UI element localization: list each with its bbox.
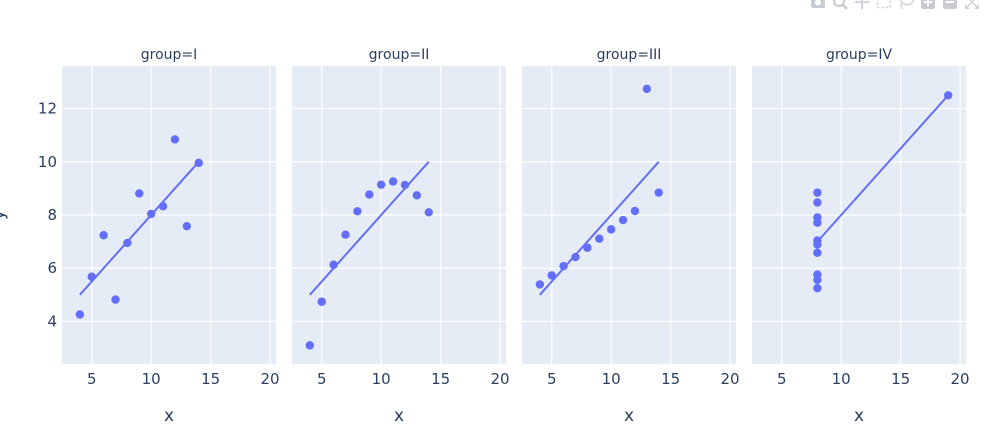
zoom-in-button[interactable] (917, 0, 939, 14)
panel-3-x-axis-title: x (624, 406, 634, 426)
panel-3-point[interactable] (583, 243, 592, 252)
y-axis-title: y (0, 210, 9, 220)
panel-2-point[interactable] (388, 177, 398, 186)
panel-3-point[interactable] (654, 188, 663, 197)
panel-3-trendline (539, 161, 660, 296)
panel-4-title: group=IV (826, 47, 893, 63)
x-tick-label: 10 (832, 370, 851, 388)
panel-4-point[interactable] (813, 240, 822, 249)
zoom-in-icon (921, 0, 935, 9)
y-tick-label: 8 (47, 206, 57, 224)
y-tick-label: 6 (47, 259, 57, 277)
lasso-icon (899, 0, 914, 10)
panel-1-x-axis-title: x (164, 406, 174, 426)
panel-2-x-axis-title: x (394, 406, 404, 426)
camera-icon (811, 0, 825, 8)
camera-button[interactable] (807, 0, 829, 14)
panel-2-point[interactable] (329, 260, 338, 269)
panel-4-point[interactable] (813, 283, 822, 293)
x-tick-label: 15 (891, 370, 910, 388)
panel-4-x-axis-title: x (854, 406, 864, 426)
zoom-button[interactable] (829, 0, 851, 14)
zoom-icon (832, 0, 848, 10)
box-select-button[interactable] (873, 0, 895, 14)
panel-1-point[interactable] (123, 238, 132, 248)
panel-3-point[interactable] (618, 215, 628, 225)
panel-1-point[interactable] (111, 295, 120, 304)
panel-3-title: group=III (597, 47, 662, 63)
panel-1-point[interactable] (135, 189, 144, 198)
panel-1-point[interactable] (87, 272, 96, 281)
panel-1-point[interactable] (99, 231, 108, 240)
panel-2-title: group=II (369, 47, 430, 63)
lasso-button[interactable] (895, 0, 917, 14)
box-select-icon (876, 0, 892, 9)
panel-3-point[interactable] (571, 252, 580, 262)
panel-1-point[interactable] (146, 209, 156, 219)
x-tick-label: 5 (777, 370, 787, 388)
panel-4-point[interactable] (813, 188, 822, 197)
panel-4-point[interactable] (813, 275, 822, 285)
pan-button[interactable] (851, 0, 873, 14)
pan-icon (854, 0, 870, 10)
panel-4-point[interactable] (813, 198, 822, 207)
panel-2-point[interactable] (353, 207, 362, 216)
zoom-out-button[interactable] (939, 0, 961, 14)
panel-1-point[interactable] (158, 202, 168, 211)
x-tick-label: 20 (491, 370, 510, 388)
x-tick-label: 20 (951, 370, 970, 388)
panel-3-point[interactable] (595, 234, 604, 243)
panel-2-point[interactable] (341, 230, 350, 239)
panel-3-point[interactable] (535, 280, 545, 289)
panel-1-point[interactable] (75, 310, 85, 319)
panel-3-point[interactable] (547, 271, 556, 280)
panel-2-point[interactable] (317, 297, 326, 306)
panel-1-point[interactable] (182, 221, 192, 231)
panel-3-point[interactable] (559, 261, 568, 271)
panel-2-point[interactable] (424, 208, 433, 217)
panel-2-point[interactable] (365, 190, 374, 199)
y-tick-label: 10 (38, 153, 57, 171)
panel-2-point[interactable] (305, 341, 315, 350)
panel-2-point[interactable] (412, 191, 422, 200)
x-tick-label: 10 (372, 370, 391, 388)
modebar (807, 0, 983, 14)
x-tick-label: 20 (261, 370, 280, 388)
panel-1-trendline (79, 161, 200, 296)
panel-3-point[interactable] (630, 206, 640, 216)
panel-3-point[interactable] (642, 84, 652, 94)
x-tick-label: 15 (201, 370, 220, 388)
x-tick-label: 5 (87, 370, 97, 388)
panel-4-point[interactable] (813, 213, 822, 222)
zoom-out-icon (943, 0, 957, 9)
x-tick-label: 10 (602, 370, 621, 388)
panel-4-point[interactable] (813, 248, 822, 257)
panel-2-point[interactable] (400, 180, 410, 190)
panel-2-point[interactable] (376, 180, 386, 189)
y-tick-label: 12 (38, 100, 57, 118)
x-tick-label: 15 (431, 370, 450, 388)
panel-3-point[interactable] (606, 225, 616, 234)
x-tick-label: 15 (661, 370, 680, 388)
x-tick-label: 20 (721, 370, 740, 388)
x-tick-label: 5 (547, 370, 557, 388)
panel-1-title: group=I (141, 47, 198, 63)
panel-4-trendline (816, 94, 949, 243)
x-tick-label: 10 (142, 370, 161, 388)
y-tick-label: 4 (47, 312, 57, 330)
panel-1-point[interactable] (170, 135, 180, 144)
x-tick-label: 5 (317, 370, 327, 388)
autoscale-button[interactable] (961, 0, 983, 14)
autoscale-icon (965, 0, 979, 9)
panel-1-point[interactable] (194, 158, 203, 168)
panel-4-point[interactable] (943, 91, 953, 100)
